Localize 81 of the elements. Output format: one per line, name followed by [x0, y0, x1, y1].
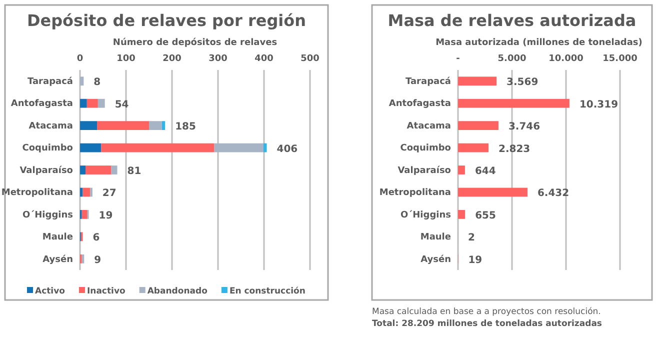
total-label: 27 — [102, 188, 116, 200]
legend-label: Abandonado — [147, 286, 208, 296]
y-tick-label: Atacama — [406, 121, 451, 132]
bar — [162, 121, 166, 130]
bar — [86, 166, 112, 174]
bar — [214, 143, 264, 152]
bar — [80, 76, 84, 86]
text: 3.746 — [508, 122, 540, 133]
bar — [80, 166, 86, 174]
legend-label: Inactivo — [86, 286, 126, 296]
text: 3.569 — [506, 77, 538, 88]
bar — [82, 210, 88, 219]
bar — [101, 143, 214, 152]
x-tick-label: 5.000 — [498, 54, 526, 64]
total-label: 19 — [98, 210, 113, 222]
bar — [80, 188, 83, 197]
bar — [458, 143, 488, 152]
y-tick-label: Tarapacá — [406, 76, 451, 87]
x-tick-label: 100 — [116, 54, 136, 64]
bar — [111, 166, 118, 174]
legend-label: Activo — [35, 286, 66, 296]
x-tick-label: - — [456, 54, 460, 64]
chart-title: Masa de relaves autorizada — [388, 11, 636, 30]
y-tick-label: Antofagasta — [388, 99, 451, 110]
total-label: 8 — [94, 77, 101, 88]
legend-label: En construcción — [229, 286, 306, 296]
text: Total: 28.209 millones de toneladas autorizadas — [372, 319, 602, 329]
y-tick-label: Aysén — [420, 254, 451, 265]
text: 655 — [475, 210, 496, 222]
y-tick-label: Coquimbo — [400, 144, 451, 154]
bar — [86, 98, 98, 108]
bar — [458, 98, 570, 108]
bar — [458, 210, 466, 219]
x-tick-label: 300 — [208, 54, 228, 64]
x-tick-label: 15.000 — [602, 54, 638, 64]
x-axis-title: Número de depósitos de relaves — [112, 37, 278, 48]
y-tick-label: Metropolitana — [1, 188, 73, 198]
text: Masa calculada en base a a proyectos con resolución. — [372, 307, 601, 317]
bar — [80, 121, 98, 130]
bar — [97, 121, 149, 130]
total-label: 9 — [94, 254, 102, 266]
bar — [458, 188, 528, 197]
total-label: 185 — [175, 122, 196, 133]
x-tick-label: 500 — [300, 54, 320, 64]
y-tick-label: Tarapacá — [28, 76, 73, 87]
y-tick-label: O´Higgins — [400, 209, 451, 220]
y-tick-label: Coquimbo — [22, 144, 73, 154]
bar — [264, 143, 267, 152]
y-tick-label: Antofagasta — [10, 99, 73, 110]
y-tick-label: Valparaíso — [20, 164, 73, 176]
bar — [80, 98, 87, 108]
x-tick-label: 10.000 — [548, 54, 584, 64]
text: 2 — [468, 232, 475, 244]
text: 2.823 — [498, 144, 530, 155]
y-tick-label: Maule — [42, 232, 73, 243]
y-tick-label: Aysén — [42, 254, 73, 265]
text: 19 — [468, 254, 482, 266]
text: 10.319 — [579, 99, 618, 110]
y-tick-label: O´Higgins — [22, 209, 73, 220]
total-label: 6 — [92, 232, 100, 244]
total-label: 54 — [114, 99, 129, 110]
bar — [80, 143, 102, 152]
total-label: 406 — [276, 144, 298, 155]
chart-title: Depósito de relaves por región — [26, 11, 306, 30]
total-label: 81 — [127, 166, 142, 177]
bar — [98, 98, 105, 108]
x-axis-title: Masa autorizada (millones de toneladas) — [436, 38, 642, 48]
y-tick-label: Metropolitana — [379, 188, 451, 198]
y-tick-label: Maule — [420, 232, 451, 243]
y-tick-label: Atacama — [28, 121, 73, 132]
bar — [82, 188, 90, 197]
bar — [149, 121, 162, 130]
bar — [458, 121, 498, 130]
x-tick-label: 0 — [76, 54, 84, 64]
bar — [458, 166, 465, 174]
bar — [458, 76, 497, 86]
x-tick-label: 400 — [254, 54, 274, 64]
text: 6.432 — [537, 188, 570, 200]
text: 644 — [474, 166, 496, 177]
x-tick-label: 200 — [162, 54, 182, 64]
y-tick-label: Valparaíso — [398, 164, 451, 176]
